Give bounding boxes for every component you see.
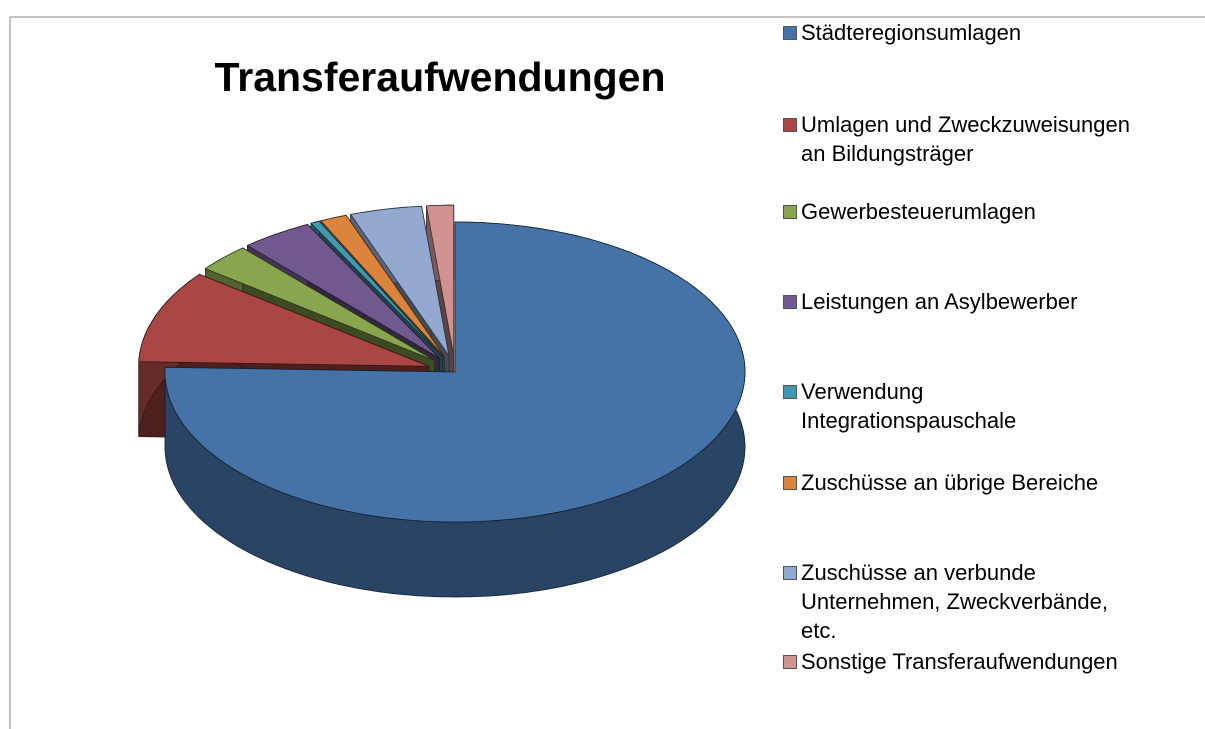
chart-title: Transferaufwendungen <box>214 54 665 100</box>
legend-item: Zuschüsse an verbunde Unternehmen, Zweck… <box>780 558 1108 645</box>
legend-item: Verwendung Integrationspauschale <box>780 377 1016 435</box>
legend-label: Städteregionsumlagen <box>801 20 1022 45</box>
slice-top <box>164 221 746 523</box>
legend-item: Leistungen an Asylbewerber <box>780 287 1077 316</box>
legend-swatch <box>783 566 797 580</box>
legend-label: Sonstige Transferaufwendungen <box>801 649 1118 674</box>
legend-label: Umlagen und Zweckzuweisungen an Bildungs… <box>801 112 1130 166</box>
legend-item: Städteregionsumlagen <box>780 18 1021 47</box>
legend-label: Gewerbesteuerumlagen <box>801 199 1036 224</box>
legend-label: Leistungen an Asylbewerber <box>801 289 1078 314</box>
legend-swatch <box>783 655 797 669</box>
slice-top <box>425 204 455 356</box>
slice-top <box>246 224 440 359</box>
pie-slice <box>164 221 746 598</box>
legend-swatch <box>783 26 797 40</box>
legend-item: Zuschüsse an übrige Bereiche <box>780 468 1098 497</box>
slice-top <box>204 247 435 361</box>
legend-swatch <box>783 476 797 490</box>
legend-swatch <box>783 385 797 399</box>
slice-top <box>320 214 445 357</box>
legend-item: Sonstige Transferaufwendungen <box>780 647 1118 676</box>
legend-swatch <box>783 295 797 309</box>
slice-top <box>138 273 429 367</box>
legend-label: Zuschüsse an übrige Bereiche <box>801 470 1099 495</box>
legend-label: Zuschüsse an verbunde Unternehmen, Zweck… <box>801 560 1108 643</box>
legend-swatch <box>783 205 797 219</box>
legend-swatch <box>783 118 797 132</box>
legend-item: Gewerbesteuerumlagen <box>780 197 1036 226</box>
slice-top <box>350 205 450 356</box>
pie <box>138 204 746 598</box>
legend-label: Verwendung Integrationspauschale <box>801 379 1017 433</box>
legend-item: Umlagen und Zweckzuweisungen an Bildungs… <box>780 110 1130 168</box>
slice-top <box>310 220 443 358</box>
